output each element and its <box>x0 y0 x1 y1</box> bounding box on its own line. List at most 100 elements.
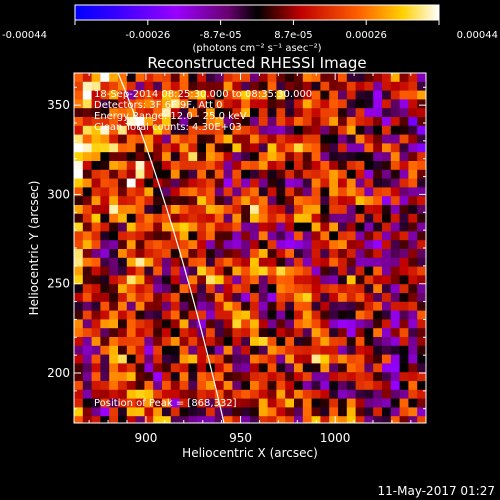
heatmap-cell <box>250 398 260 408</box>
heatmap-cell <box>250 381 260 391</box>
heatmap-cell <box>100 398 110 408</box>
heatmap-cell <box>100 257 110 267</box>
heatmap-cell <box>91 381 101 391</box>
heatmap-cell <box>346 249 356 259</box>
heatmap-cell <box>250 319 260 329</box>
heatmap-cell <box>232 240 242 250</box>
heatmap-cell <box>109 249 119 259</box>
heatmap-cell <box>232 213 242 223</box>
heatmap-cell <box>417 372 426 382</box>
heatmap-cell <box>214 187 224 197</box>
heatmap-cell <box>302 231 312 241</box>
heatmap-cell <box>364 187 374 197</box>
heatmap-cell <box>214 117 224 127</box>
heatmap-cell <box>82 337 92 347</box>
heatmap-cell <box>267 205 277 215</box>
heatmap-cell <box>232 81 242 91</box>
heatmap-cell <box>258 143 268 153</box>
heatmap-cell <box>118 337 128 347</box>
heatmap-cell <box>197 90 207 100</box>
heatmap-cell <box>329 275 339 285</box>
heatmap-cell <box>197 205 207 215</box>
heatmap-cell <box>250 205 260 215</box>
heatmap-cell <box>294 231 304 241</box>
heatmap-cell <box>417 389 426 399</box>
heatmap-cell <box>390 337 400 347</box>
heatmap-cell <box>135 319 145 329</box>
heatmap-cell <box>285 257 295 267</box>
heatmap-cell <box>100 363 110 373</box>
heatmap-cell <box>109 363 119 373</box>
heatmap-cell <box>153 354 163 364</box>
heatmap-cell <box>109 231 119 241</box>
heatmap-cell <box>188 205 198 215</box>
heatmap-cell <box>91 81 101 91</box>
heatmap-cell <box>82 363 92 373</box>
x-tick-label: 950 <box>229 431 252 445</box>
heatmap-cell <box>100 293 110 303</box>
heatmap-cell <box>285 319 295 329</box>
heatmap-cell <box>214 275 224 285</box>
heatmap-cell <box>373 328 383 338</box>
heatmap-cell <box>329 178 339 188</box>
heatmap-cell <box>135 108 145 118</box>
heatmap-cell <box>320 310 330 320</box>
heatmap-cell <box>250 257 260 267</box>
heatmap-cell <box>408 125 418 135</box>
heatmap-cell <box>267 161 277 171</box>
heatmap-cell <box>364 319 374 329</box>
heatmap-cell <box>153 213 163 223</box>
heatmap-cell <box>338 310 348 320</box>
heatmap-cell <box>329 363 339 373</box>
heatmap-cell <box>126 117 136 127</box>
heatmap-cell <box>258 416 268 423</box>
heatmap-cell <box>294 416 304 423</box>
heatmap-cell <box>338 152 348 162</box>
heatmap-cell <box>214 310 224 320</box>
heatmap-cell <box>206 161 216 171</box>
heatmap-cell <box>241 222 251 232</box>
heatmap-cell <box>188 249 198 259</box>
heatmap-cell <box>285 152 295 162</box>
heatmap-cell <box>338 90 348 100</box>
heatmap-cell <box>118 416 128 423</box>
heatmap-cell <box>82 284 92 294</box>
heatmap-cell <box>338 328 348 338</box>
heatmap-cell <box>364 354 374 364</box>
heatmap-cell <box>399 134 409 144</box>
heatmap-cell <box>250 328 260 338</box>
heatmap-cell <box>179 328 189 338</box>
heatmap-cell <box>214 284 224 294</box>
heatmap-cell <box>179 381 189 391</box>
heatmap-cell <box>74 108 84 118</box>
heatmap-cell <box>276 328 286 338</box>
heatmap-cell <box>364 143 374 153</box>
heatmap-cell <box>408 196 418 206</box>
heatmap-cell <box>311 389 321 399</box>
heatmap-cell <box>206 345 216 355</box>
heatmap-cell <box>74 372 84 382</box>
heatmap-cell <box>417 416 426 423</box>
heatmap-cell <box>74 169 84 179</box>
heatmap-cell <box>206 231 216 241</box>
heatmap-cell <box>258 117 268 127</box>
heatmap-cell <box>153 345 163 355</box>
heatmap-cell <box>82 275 92 285</box>
heatmap-cell <box>197 363 207 373</box>
heatmap-cell <box>276 222 286 232</box>
heatmap-cell <box>162 266 172 276</box>
heatmap-cell <box>276 284 286 294</box>
heatmap-cell <box>276 293 286 303</box>
heatmap-cell <box>126 90 136 100</box>
heatmap-cell <box>179 363 189 373</box>
heatmap-cell <box>241 257 251 267</box>
heatmap-cell <box>338 161 348 171</box>
heatmap-cell <box>373 337 383 347</box>
heatmap-cell <box>382 240 392 250</box>
heatmap-cell <box>320 266 330 276</box>
heatmap-cell <box>250 293 260 303</box>
heatmap-cell <box>250 169 260 179</box>
heatmap-cell <box>232 99 242 109</box>
heatmap-cell <box>267 328 277 338</box>
heatmap-cell <box>311 240 321 250</box>
